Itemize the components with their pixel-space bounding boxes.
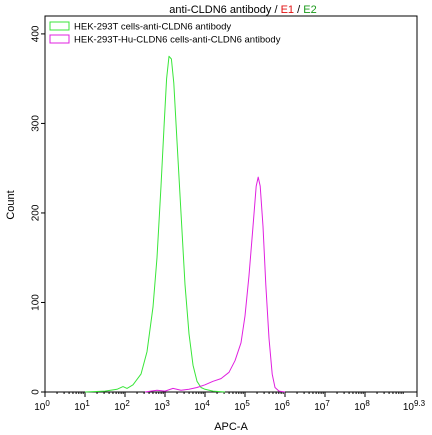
- x-tick-label: 108: [354, 399, 370, 413]
- x-tick-label: 105: [234, 399, 250, 413]
- legend-label-2: HEK-293T-Hu-CLDN6 cells-anti-CLDN6 antib…: [74, 35, 281, 46]
- x-tick-label: 106: [274, 399, 290, 413]
- y-axis-label: Count: [5, 190, 17, 219]
- x-tick-label: 100: [34, 399, 50, 413]
- chart-title: anti-CLDN6 antibody / E1 / E2: [169, 4, 316, 16]
- chart-title-part-1: /: [271, 4, 280, 16]
- chart-title-part-4: E2: [303, 4, 316, 16]
- x-tick-label: 102: [114, 399, 130, 413]
- y-axis: 0 100 200 300 400: [31, 25, 45, 395]
- x-tick-label: 107: [314, 399, 330, 413]
- legend: HEK-293T cells-anti-CLDN6 antibody HEK-29…: [49, 21, 281, 46]
- series-layer: [84, 55, 286, 393]
- legend-swatch-2: [49, 34, 70, 44]
- legend-swatch-1: [49, 21, 70, 31]
- x-axis-label: APC-A: [214, 421, 248, 433]
- y-tick-label: 100: [31, 294, 42, 311]
- series-line-2: [144, 176, 286, 393]
- x-tick-label: 109.3: [403, 399, 426, 413]
- series-line-1: [84, 55, 226, 393]
- x-tick-label: 101: [74, 399, 90, 413]
- plot-area: [44, 15, 418, 393]
- y-tick-label: 400: [31, 25, 42, 42]
- chart-title-part-3: /: [294, 4, 303, 16]
- x-tick-label: 104: [194, 399, 210, 413]
- x-tick-label: 103: [154, 399, 170, 413]
- chart-title-part-0: anti-CLDN6 antibody: [169, 4, 272, 16]
- legend-label-1: HEK-293T cells-anti-CLDN6 antibody: [74, 22, 231, 33]
- x-axis: 100 101 102 103 104 105 106 107 108 109.3: [34, 392, 426, 413]
- y-tick-label: 300: [31, 115, 42, 132]
- y-tick-label: 200: [31, 204, 42, 221]
- chart-title-part-2: E1: [281, 4, 294, 16]
- y-tick-label: 0: [31, 389, 42, 395]
